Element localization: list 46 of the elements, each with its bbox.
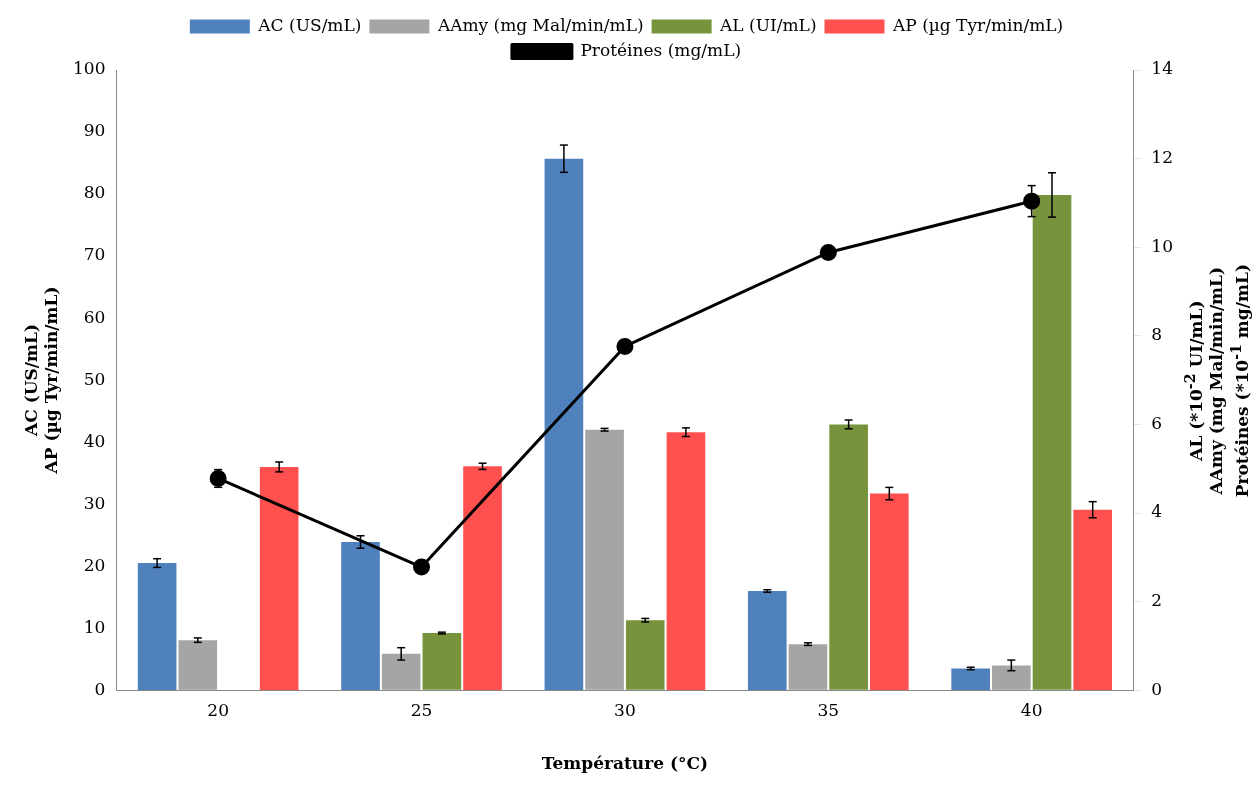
y-tick-label: 30	[83, 492, 106, 513]
y-axis-title: AC (US/mL) AP (µg Tyr/min/mL)	[20, 286, 61, 474]
y-tick-label: 70	[83, 244, 106, 265]
bar	[381, 653, 421, 690]
y2-tick-label: 0	[1151, 678, 1163, 699]
legend-label: AAmy (mg Mal/min/mL)	[436, 14, 644, 35]
bar	[259, 466, 299, 691]
bar	[422, 633, 462, 690]
y2-tick-label: 6	[1151, 412, 1163, 433]
bar	[341, 541, 380, 691]
legend-label: AP (µg Tyr/min/mL)	[892, 14, 1064, 35]
bar	[544, 158, 584, 691]
point	[819, 244, 837, 262]
x-tick-label: 20	[207, 699, 229, 720]
y2-tick-label: 12	[1151, 147, 1174, 168]
point	[413, 558, 431, 576]
y-tick-label: 90	[83, 120, 106, 141]
x-tick-label: 30	[614, 699, 636, 720]
legend-label: Protéines (mg/mL)	[580, 39, 742, 60]
bar	[1032, 194, 1072, 690]
y-tick-label: 10	[83, 616, 106, 637]
y-tick-label: 0	[94, 678, 106, 699]
x-axis-title: Température (°C)	[541, 753, 709, 774]
bar	[463, 466, 502, 691]
bar	[625, 620, 665, 690]
x-tick-label: 40	[1020, 699, 1043, 720]
y2-tick-label: 14	[1151, 58, 1174, 79]
y2-tick-label: 10	[1151, 235, 1174, 256]
y-tick-label: 80	[83, 182, 106, 203]
bar	[666, 432, 706, 691]
y2-tick-label: 8	[1151, 324, 1163, 345]
y-tick-label: 40	[83, 430, 106, 451]
bar	[137, 563, 177, 691]
legend-label: AL (UI/mL)	[719, 14, 817, 35]
legend-label: AC (US/mL)	[257, 14, 362, 35]
y-tick-label: 100	[72, 58, 106, 79]
y-tick-label: 60	[83, 306, 106, 327]
y-tick-label: 20	[83, 554, 106, 575]
point	[616, 337, 634, 355]
y-tick-label: 50	[83, 368, 106, 389]
bar	[747, 590, 787, 691]
y2-tick-label: 4	[1151, 501, 1163, 522]
x-tick-label: 25	[410, 699, 433, 720]
point	[1023, 192, 1041, 210]
y2-tick-label: 2	[1151, 590, 1163, 611]
x-tick-label: 35	[817, 699, 840, 720]
